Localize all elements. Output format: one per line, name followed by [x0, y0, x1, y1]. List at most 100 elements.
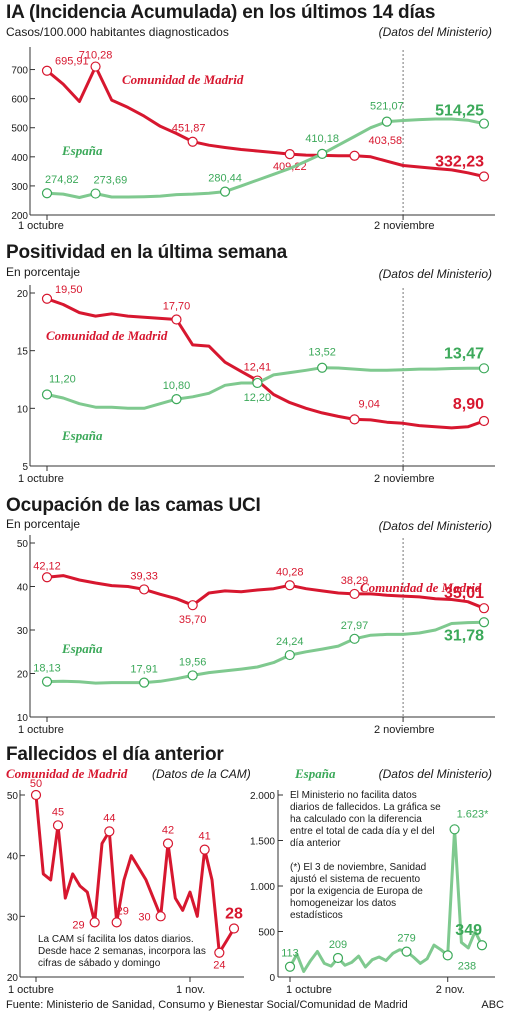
data-point-espana [442, 950, 453, 961]
data-label-madrid: 35,01 [444, 585, 484, 602]
x-tick-label: 1 octubre [286, 984, 332, 996]
series-name-madrid: Comunidad de Madrid [122, 72, 244, 87]
y-tick-label: 1.500 [250, 837, 275, 848]
data-point-madrid [41, 293, 53, 304]
madrid-note-line: Desde hace 2 semanas, incorpora las [38, 946, 206, 957]
data-label-espana: 27,97 [341, 620, 369, 632]
data-point-madrid [284, 149, 295, 160]
x-tick-label: 2 noviembre [374, 473, 435, 485]
espana-note-line: entre el total de cada día y el del [290, 826, 435, 837]
data-point-madrid [187, 600, 198, 611]
data-label-madrid: 41 [199, 831, 211, 843]
x-tick-label: 1 octubre [18, 220, 64, 232]
data-point-espana [478, 617, 490, 628]
data-point-madrid [478, 603, 490, 614]
data-label-madrid: 50 [30, 778, 42, 790]
data-point-madrid [41, 572, 53, 583]
data-point-espana [219, 186, 231, 197]
data-point-madrid [162, 838, 174, 849]
series-line-madrid [46, 297, 485, 430]
espana-note-line: día anterior [290, 838, 341, 849]
data-label-madrid: 451,87 [172, 123, 206, 135]
y-tick-label: 1.000 [250, 882, 275, 893]
data-label-madrid: 332,23 [435, 154, 484, 171]
footer-source: Fuente: Ministerio de Sanidad, Consumo y… [6, 999, 408, 1011]
data-point-espana [449, 824, 460, 835]
espana-note-line: El Ministerio no facilita datos [290, 790, 417, 801]
data-point-madrid [478, 415, 490, 427]
uci-chart: 10 20 30 40 50 1 octubre 2 noviembre 42,12 39,33… [17, 535, 495, 736]
data-label-madrid: 29 [117, 905, 129, 917]
data-label-espana: 17,91 [130, 664, 158, 676]
data-label-espana: 18,13 [33, 663, 61, 675]
data-point-espana [478, 118, 490, 129]
data-label-madrid: 38,29 [341, 575, 369, 587]
series-name-espana: España [61, 428, 103, 443]
x-tick-label: 2 nov. [436, 984, 465, 996]
data-label-espana: 279 [397, 933, 415, 945]
data-point-madrid [90, 61, 101, 72]
y-tick-label: 600 [11, 95, 28, 106]
espana-note-line: estadísticos [290, 910, 343, 921]
espana-note-line: (*) El 3 de noviembre, Sanidad [290, 862, 426, 873]
ia-subtitle: Casos/100.000 habitantes diagnosticados [6, 25, 229, 39]
positividad-title: Positividad en la última semana [6, 242, 288, 263]
data-label-espana: 514,25 [435, 103, 484, 120]
data-label-espana: 31,78 [444, 627, 484, 644]
y-tick-label: 50 [7, 791, 19, 802]
data-label-espana: 10,80 [163, 380, 191, 392]
data-label-madrid: 710,28 [79, 50, 113, 62]
data-label-madrid: 19,50 [55, 284, 83, 296]
positividad-subtitle: En porcentaje [6, 265, 81, 279]
data-label-madrid: 29 [72, 919, 84, 931]
y-tick-label: 500 [11, 124, 28, 135]
positividad-source: (Datos del Ministerio) [378, 267, 492, 281]
y-tick-label: 40 [17, 583, 29, 594]
data-point-madrid [111, 917, 122, 928]
data-label-espana: 280,44 [208, 173, 242, 185]
x-tick-label: 2 noviembre [374, 724, 435, 736]
data-point-madrid [214, 947, 225, 958]
y-tick-label: 5 [22, 462, 28, 473]
data-label-madrid: 45 [52, 806, 64, 818]
data-point-madrid [30, 789, 42, 801]
y-tick-label: 2.000 [250, 791, 275, 802]
data-point-madrid [349, 414, 360, 425]
data-label-espana: 521,07 [370, 101, 404, 113]
data-label-madrid: 8,90 [453, 396, 484, 413]
data-label-madrid: 30 [138, 911, 150, 923]
y-tick-label: 20 [17, 289, 29, 300]
data-label-madrid: 12,41 [244, 362, 272, 374]
data-point-madrid [478, 171, 490, 182]
data-label-madrid: 35,70 [179, 614, 207, 626]
y-tick-label: 10 [17, 404, 29, 415]
data-point-espana [349, 633, 360, 644]
data-point-espana [317, 148, 328, 159]
series-line-madrid [34, 794, 236, 955]
y-tick-label: 30 [7, 912, 19, 923]
series-line-espana [46, 117, 485, 199]
data-label-espana: 13,47 [444, 345, 484, 362]
y-tick-label: 400 [11, 153, 28, 164]
data-label-espana: 113 [281, 948, 299, 960]
data-point-madrid [199, 844, 210, 855]
x-tick-label: 1 octubre [18, 473, 64, 485]
x-tick-label: 1 octubre [8, 984, 54, 996]
espana-note-line: ajustó el sistema de recuento [290, 874, 421, 885]
data-label-madrid: 9,04 [359, 398, 380, 410]
data-point-madrid [155, 911, 166, 922]
data-point-espana [252, 377, 263, 389]
data-label-madrid: 24 [213, 960, 225, 972]
data-label-espana: 13,52 [308, 347, 336, 359]
madrid-note-line: cifras de sábado y domingo [38, 958, 161, 969]
series-title-madrid: Comunidad de Madrid [6, 766, 128, 781]
data-label-madrid: 42,12 [33, 560, 61, 572]
data-point-madrid [171, 314, 182, 325]
data-label-espana: 12,20 [244, 392, 272, 404]
data-point-espana [401, 946, 412, 957]
data-point-espana [139, 677, 150, 688]
series-line-espana [46, 366, 484, 410]
espana-note-line: homogeneizar los datos [290, 898, 396, 909]
x-tick-label: 1 nov. [176, 984, 205, 996]
